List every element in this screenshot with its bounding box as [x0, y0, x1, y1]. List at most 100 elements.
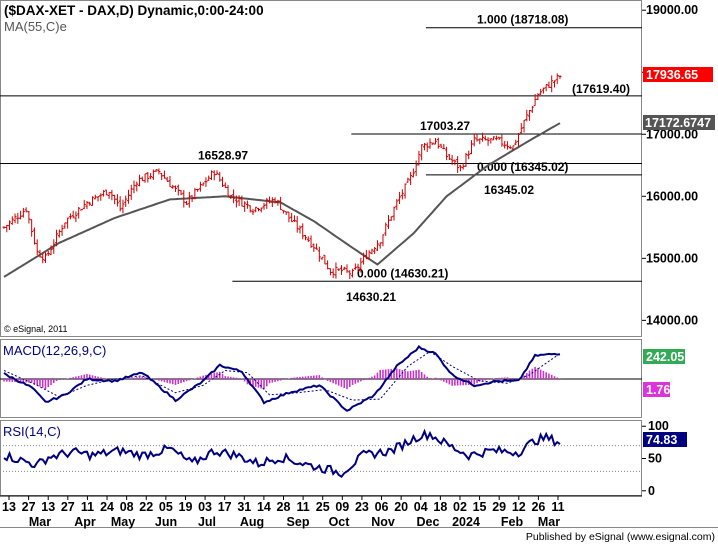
candle [461, 163, 465, 170]
x-month-label: 2024 [452, 515, 480, 529]
candle [198, 181, 202, 192]
chart-title: ($DAX-XET - DAX,D) Dynamic,0:00-24:00 [4, 3, 264, 18]
x-tick-label: 20 [394, 500, 408, 514]
candle [146, 171, 150, 183]
candle [428, 138, 432, 149]
candle [102, 190, 106, 197]
candle [503, 140, 507, 149]
candle [486, 137, 490, 146]
candle [207, 175, 211, 181]
candle [2, 226, 6, 229]
candle [82, 199, 86, 210]
candle [279, 196, 283, 211]
candle [251, 208, 255, 215]
rsi-y-tick-label: 0 [648, 484, 655, 498]
last-price-tag [643, 67, 713, 82]
candle [107, 191, 111, 199]
candle [367, 250, 371, 260]
x-month-label: Jul [198, 515, 216, 529]
candle [481, 132, 485, 142]
macd-label: MACD(12,26,9,C) [3, 343, 106, 358]
candle [420, 144, 424, 161]
candle [46, 250, 50, 257]
candle [232, 189, 236, 204]
candle [237, 195, 241, 207]
candle [240, 195, 244, 207]
candle [68, 213, 72, 220]
candle [118, 196, 122, 212]
x-tick-label: 06 [375, 500, 389, 514]
candle [262, 202, 266, 210]
candle [38, 249, 42, 258]
swing-label: 16345.02 [484, 183, 534, 197]
candle [400, 189, 404, 200]
candle [143, 173, 147, 183]
candle [140, 176, 144, 182]
candle [317, 246, 321, 262]
candle [66, 217, 70, 229]
x-axis: 13 27 13 27 11 24 08 22 05 19 03 17 31 14 28 11 25 09 23 06… [0, 495, 642, 529]
x-tick-label: 12 [512, 500, 526, 514]
x-tick-label: 27 [61, 500, 75, 514]
candle [530, 106, 534, 113]
candle [331, 268, 335, 279]
candle [445, 146, 449, 161]
x-month-label: Jun [155, 515, 177, 529]
candle [375, 240, 379, 251]
x-tick-label: 03 [198, 500, 212, 514]
candle [99, 193, 103, 201]
x-tick-label: 11 [551, 500, 564, 514]
price-panel [0, 0, 642, 337]
candle [500, 134, 504, 147]
candle [121, 199, 125, 214]
price-y-tick-label: 16000.00 [646, 189, 698, 203]
candle [32, 227, 36, 245]
candle [323, 254, 327, 265]
x-tick-label: 28 [277, 500, 291, 514]
candle [52, 239, 56, 254]
rsi-y-tick-label: 50 [648, 452, 662, 466]
candle [5, 224, 9, 233]
level-label: 16528.97 [198, 148, 248, 162]
price-y-tick-label: 15000.00 [646, 251, 698, 265]
candle [525, 109, 529, 122]
candle [190, 195, 194, 202]
candle [442, 143, 446, 150]
last-price-value: 17936.65 [646, 68, 698, 82]
x-month-label: Mar [538, 515, 560, 529]
candle [174, 185, 178, 192]
candle [21, 207, 25, 218]
candle [165, 176, 169, 182]
x-tick-label: 27 [22, 500, 36, 514]
candle [414, 160, 418, 177]
x-month-label: May [111, 515, 135, 529]
rsi-label: RSI(14,C) [3, 424, 61, 439]
candle [35, 239, 39, 255]
candle [268, 196, 272, 204]
x-tick-label: 29 [492, 500, 506, 514]
candle [464, 152, 468, 167]
candle [129, 184, 133, 200]
candle [339, 264, 343, 275]
candle [176, 184, 180, 196]
candle [284, 211, 288, 215]
candle [132, 180, 136, 194]
x-tick-label: 19 [179, 500, 193, 514]
candle [115, 194, 119, 207]
rsi-line [3, 428, 561, 479]
candle [469, 140, 473, 155]
candle [389, 216, 393, 221]
swing-label: 14630.21 [346, 290, 396, 304]
candle [209, 170, 213, 180]
x-month-label: Sep [287, 515, 310, 529]
candle [245, 200, 249, 209]
x-tick-label: 15 [473, 500, 487, 514]
candle [254, 206, 258, 213]
candle [196, 188, 200, 192]
rsi-value: 74.83 [646, 433, 677, 447]
x-tick-label: 08 [120, 500, 134, 514]
candle [157, 168, 161, 175]
candle [295, 216, 299, 233]
candle [304, 234, 308, 241]
candle [353, 263, 357, 270]
